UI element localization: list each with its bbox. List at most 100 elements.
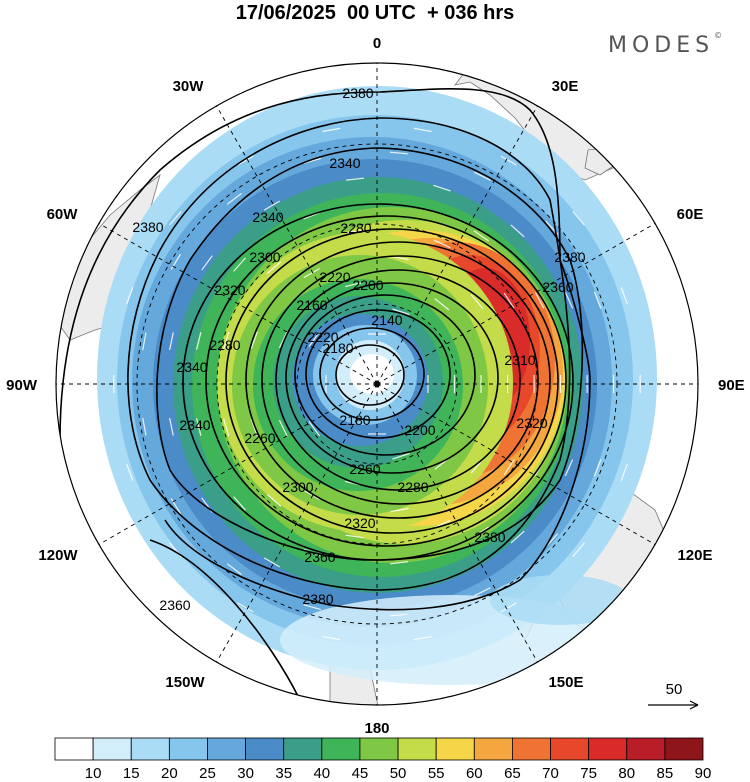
colorbar-swatch	[359, 737, 399, 761]
wind-vector	[201, 255, 213, 271]
wind-vector	[169, 417, 174, 436]
wind-vector	[169, 332, 174, 351]
contour-label: 2220	[307, 329, 338, 345]
wind-vector	[390, 561, 409, 565]
contour-label: 2320	[214, 282, 245, 298]
wind-vector	[142, 417, 147, 436]
wind-vector	[303, 157, 322, 164]
colorbar-tick-label: 85	[657, 765, 674, 782]
wind-vector	[510, 530, 525, 544]
colorbar-swatch	[664, 737, 704, 761]
lon-label-180: 180	[364, 720, 389, 737]
height-contour	[275, 269, 521, 491]
colorbar-tick-label: 40	[313, 765, 330, 782]
height-contour	[225, 228, 559, 534]
wind-vector	[126, 463, 134, 481]
height-contour	[285, 282, 499, 474]
wind-vector	[223, 331, 230, 350]
colorbar-tick-label: 45	[352, 765, 369, 782]
wind-vector	[303, 489, 320, 500]
wind-vector	[500, 602, 517, 613]
meridian-line	[216, 105, 378, 385]
wind-vector	[470, 294, 484, 309]
lon-label-0: 0	[373, 35, 381, 52]
contour-label: 2320	[344, 515, 375, 531]
contour-label: 2260	[349, 461, 380, 477]
lon-label-60e: 60E	[677, 206, 704, 223]
colorbar-tick-label: 25	[199, 765, 216, 782]
wind-vector	[250, 419, 258, 437]
longitude-labels: 0 180 90E 90W 30E 60E 120E 150E 30W 60W …	[6, 35, 745, 737]
contour-label: 2300	[249, 249, 280, 265]
lon-label-150e: 150E	[548, 674, 583, 691]
wind-vector	[413, 127, 432, 133]
wind-vector	[534, 292, 545, 309]
colorbar-tick-label: 35	[275, 765, 292, 782]
colorbar-swatch	[588, 737, 628, 761]
colorbar-tick-label: 65	[504, 765, 521, 782]
wind-vector	[169, 210, 182, 226]
wind-vector	[503, 292, 515, 309]
height-contour	[59, 88, 591, 611]
colorbar-tick-labels: 10 15 20 25 30 35 40 45 50 55 60 65 70 75 80 85 90	[85, 765, 712, 782]
brand-logo: MODES©	[608, 31, 723, 58]
wind-vector	[572, 542, 585, 558]
map-boundary	[55, 62, 699, 706]
colorbar-swatch	[130, 737, 170, 761]
wind-vector	[433, 184, 451, 192]
colorbar-tick-label: 50	[390, 765, 407, 782]
height-contour	[245, 241, 551, 519]
wind-vector	[170, 498, 182, 515]
height-contour	[261, 255, 539, 505]
contour-label: 2340	[179, 417, 210, 433]
wind-vector	[503, 459, 515, 476]
colorbar-swatch	[397, 737, 437, 761]
contour-label: 2300	[282, 479, 313, 495]
colorbar-swatch	[321, 737, 361, 761]
contour-label: 2280	[209, 337, 240, 353]
colorbar-swatch	[550, 737, 590, 761]
colorbar-swatch	[626, 737, 666, 761]
wind-vector	[392, 452, 410, 460]
wind-speed-band	[490, 575, 630, 625]
meridian-line	[216, 383, 378, 663]
wind-vector	[226, 192, 242, 205]
wind-vector	[510, 224, 525, 238]
map-title: 17/06/2025 00 UTC + 036 hrs	[235, 2, 515, 24]
meridian-line	[98, 223, 378, 385]
wind-vector	[223, 418, 230, 437]
meridian-line	[376, 223, 656, 385]
colorbar-tick-label: 30	[237, 765, 254, 782]
wind-vector	[500, 155, 517, 166]
wind-vector	[390, 507, 409, 513]
wind-vector	[572, 210, 585, 226]
contour-label: 2380	[302, 591, 333, 607]
colorbar-swatch	[512, 737, 551, 761]
wind-vector	[237, 155, 254, 166]
wind-speed-band	[350, 354, 394, 394]
wind-vector	[278, 331, 288, 349]
wind-vector	[473, 230, 490, 242]
vector-reference-arrowhead	[689, 700, 699, 710]
meridian-line	[98, 383, 378, 545]
height-contour	[205, 215, 567, 547]
colorbar-swatch	[207, 737, 246, 761]
contour-label: 2380	[474, 529, 505, 545]
wind-vector	[413, 635, 432, 641]
wind-vector	[345, 229, 364, 234]
wind-vector	[593, 291, 602, 309]
lon-label-60w: 60W	[47, 206, 79, 223]
contour-label: 2200	[404, 422, 435, 438]
height-contour	[127, 117, 571, 591]
contour-label: 2340	[176, 359, 207, 375]
contour-label: 2200	[352, 277, 383, 293]
contour-label: 2380	[342, 85, 373, 101]
height-contour	[156, 147, 584, 561]
lon-label-120w: 120W	[38, 547, 78, 564]
wind-vector	[346, 177, 365, 181]
meridian-line	[376, 105, 538, 385]
contour-label: 2280	[340, 220, 371, 236]
height-contour	[149, 539, 301, 701]
contour-label: 2360	[304, 549, 335, 565]
